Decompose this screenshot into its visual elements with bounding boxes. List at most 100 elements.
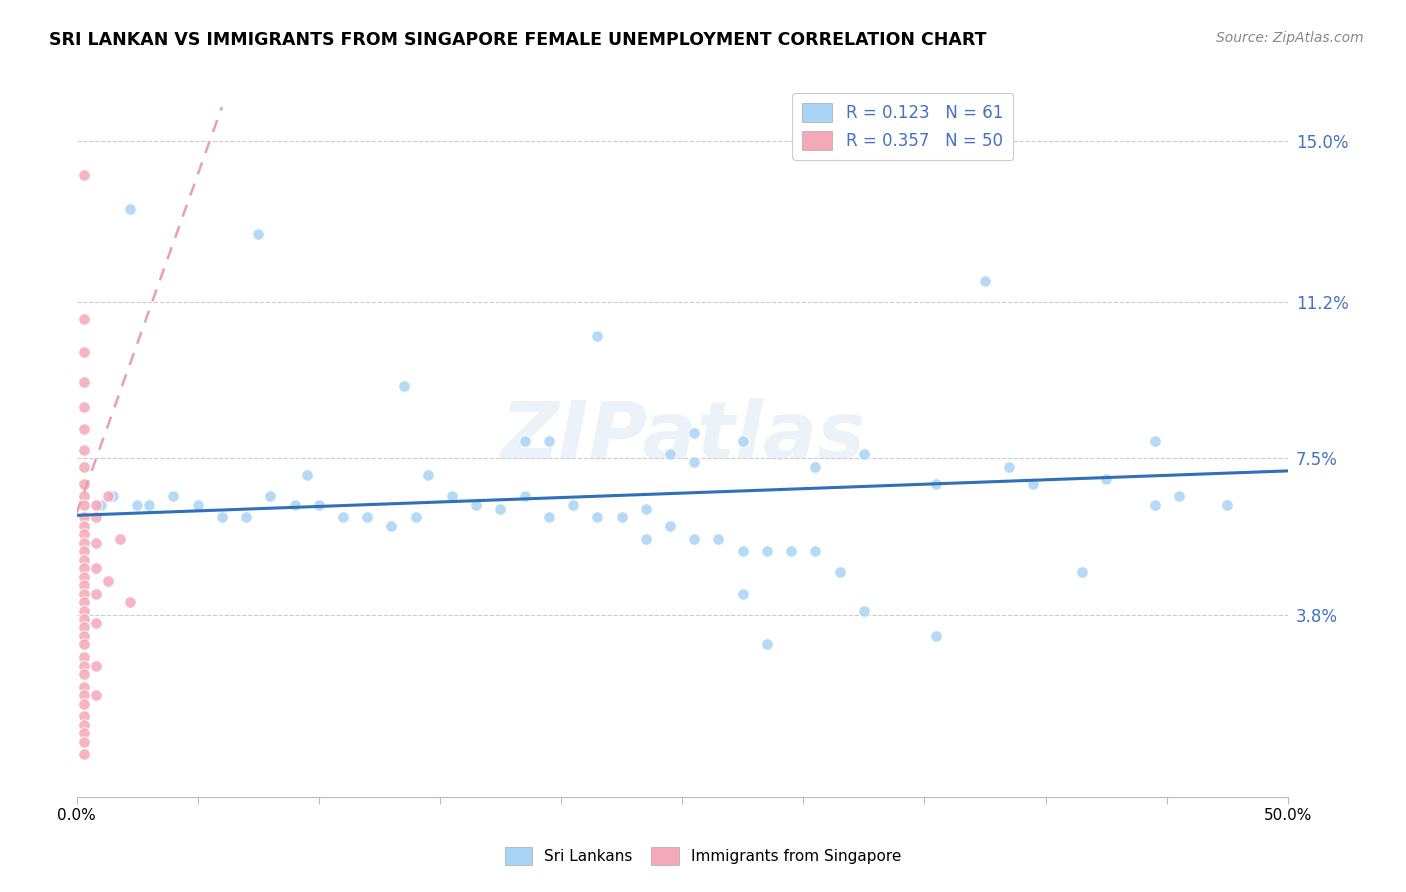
Point xyxy=(755,637,778,651)
Point xyxy=(127,498,149,512)
Point xyxy=(84,616,107,631)
Point xyxy=(73,726,96,740)
Point xyxy=(73,718,96,732)
Point xyxy=(974,273,997,287)
Point xyxy=(731,434,754,449)
Point xyxy=(659,519,682,533)
Point xyxy=(537,434,560,449)
Point xyxy=(308,498,330,512)
Point xyxy=(284,498,307,512)
Point xyxy=(1143,434,1166,449)
Point xyxy=(84,561,107,575)
Point xyxy=(537,510,560,524)
Point xyxy=(683,532,706,546)
Point xyxy=(998,459,1021,474)
Point xyxy=(73,578,96,592)
Point xyxy=(73,553,96,567)
Point xyxy=(211,510,233,524)
Point xyxy=(84,498,107,512)
Point xyxy=(780,544,803,558)
Point xyxy=(73,168,96,182)
Point xyxy=(73,586,96,600)
Point xyxy=(804,544,827,558)
Point xyxy=(73,311,96,326)
Point xyxy=(659,447,682,461)
Point xyxy=(1095,472,1118,486)
Point xyxy=(84,536,107,550)
Point xyxy=(1143,498,1166,512)
Point xyxy=(73,629,96,643)
Point xyxy=(138,498,160,512)
Point xyxy=(73,536,96,550)
Point xyxy=(73,612,96,626)
Point xyxy=(73,527,96,541)
Point xyxy=(405,510,427,524)
Point xyxy=(380,519,402,533)
Point xyxy=(108,532,131,546)
Point xyxy=(73,510,96,524)
Legend: Sri Lankans, Immigrants from Singapore: Sri Lankans, Immigrants from Singapore xyxy=(499,841,907,871)
Point xyxy=(1070,566,1092,580)
Point xyxy=(73,603,96,617)
Point xyxy=(852,447,875,461)
Point xyxy=(73,680,96,694)
Point xyxy=(1216,498,1239,512)
Point xyxy=(586,510,609,524)
Point xyxy=(84,658,107,673)
Point xyxy=(118,202,141,216)
Point xyxy=(73,667,96,681)
Point xyxy=(73,476,96,491)
Point xyxy=(97,489,120,503)
Point xyxy=(84,586,107,600)
Point xyxy=(73,569,96,583)
Point xyxy=(73,697,96,711)
Point xyxy=(73,658,96,673)
Point xyxy=(513,489,536,503)
Point xyxy=(634,532,657,546)
Point xyxy=(73,345,96,359)
Point xyxy=(97,574,120,588)
Point xyxy=(1022,476,1045,491)
Point xyxy=(73,595,96,609)
Point xyxy=(73,442,96,457)
Point xyxy=(73,620,96,634)
Point xyxy=(465,498,488,512)
Point xyxy=(118,595,141,609)
Point xyxy=(707,532,730,546)
Point xyxy=(1167,489,1189,503)
Point xyxy=(73,498,96,512)
Point xyxy=(804,459,827,474)
Point xyxy=(416,468,439,483)
Point xyxy=(73,375,96,389)
Point xyxy=(73,688,96,702)
Point xyxy=(73,421,96,435)
Point xyxy=(73,561,96,575)
Point xyxy=(828,566,851,580)
Point xyxy=(731,586,754,600)
Point xyxy=(610,510,633,524)
Point xyxy=(73,544,96,558)
Point xyxy=(332,510,354,524)
Text: ZIPatlas: ZIPatlas xyxy=(499,398,865,476)
Point xyxy=(101,489,124,503)
Point xyxy=(683,455,706,469)
Point xyxy=(755,544,778,558)
Point xyxy=(84,510,107,524)
Point xyxy=(295,468,318,483)
Point xyxy=(235,510,257,524)
Point xyxy=(162,489,184,503)
Point xyxy=(925,476,948,491)
Point xyxy=(73,747,96,762)
Point xyxy=(73,519,96,533)
Point xyxy=(73,489,96,503)
Point xyxy=(84,688,107,702)
Point xyxy=(586,328,609,343)
Point xyxy=(259,489,281,503)
Point xyxy=(852,603,875,617)
Point xyxy=(440,489,463,503)
Point xyxy=(247,227,270,241)
Point xyxy=(73,734,96,748)
Text: SRI LANKAN VS IMMIGRANTS FROM SINGAPORE FEMALE UNEMPLOYMENT CORRELATION CHART: SRI LANKAN VS IMMIGRANTS FROM SINGAPORE … xyxy=(49,31,987,49)
Point xyxy=(392,379,415,393)
Legend: R = 0.123   N = 61, R = 0.357   N = 50: R = 0.123 N = 61, R = 0.357 N = 50 xyxy=(792,93,1012,160)
